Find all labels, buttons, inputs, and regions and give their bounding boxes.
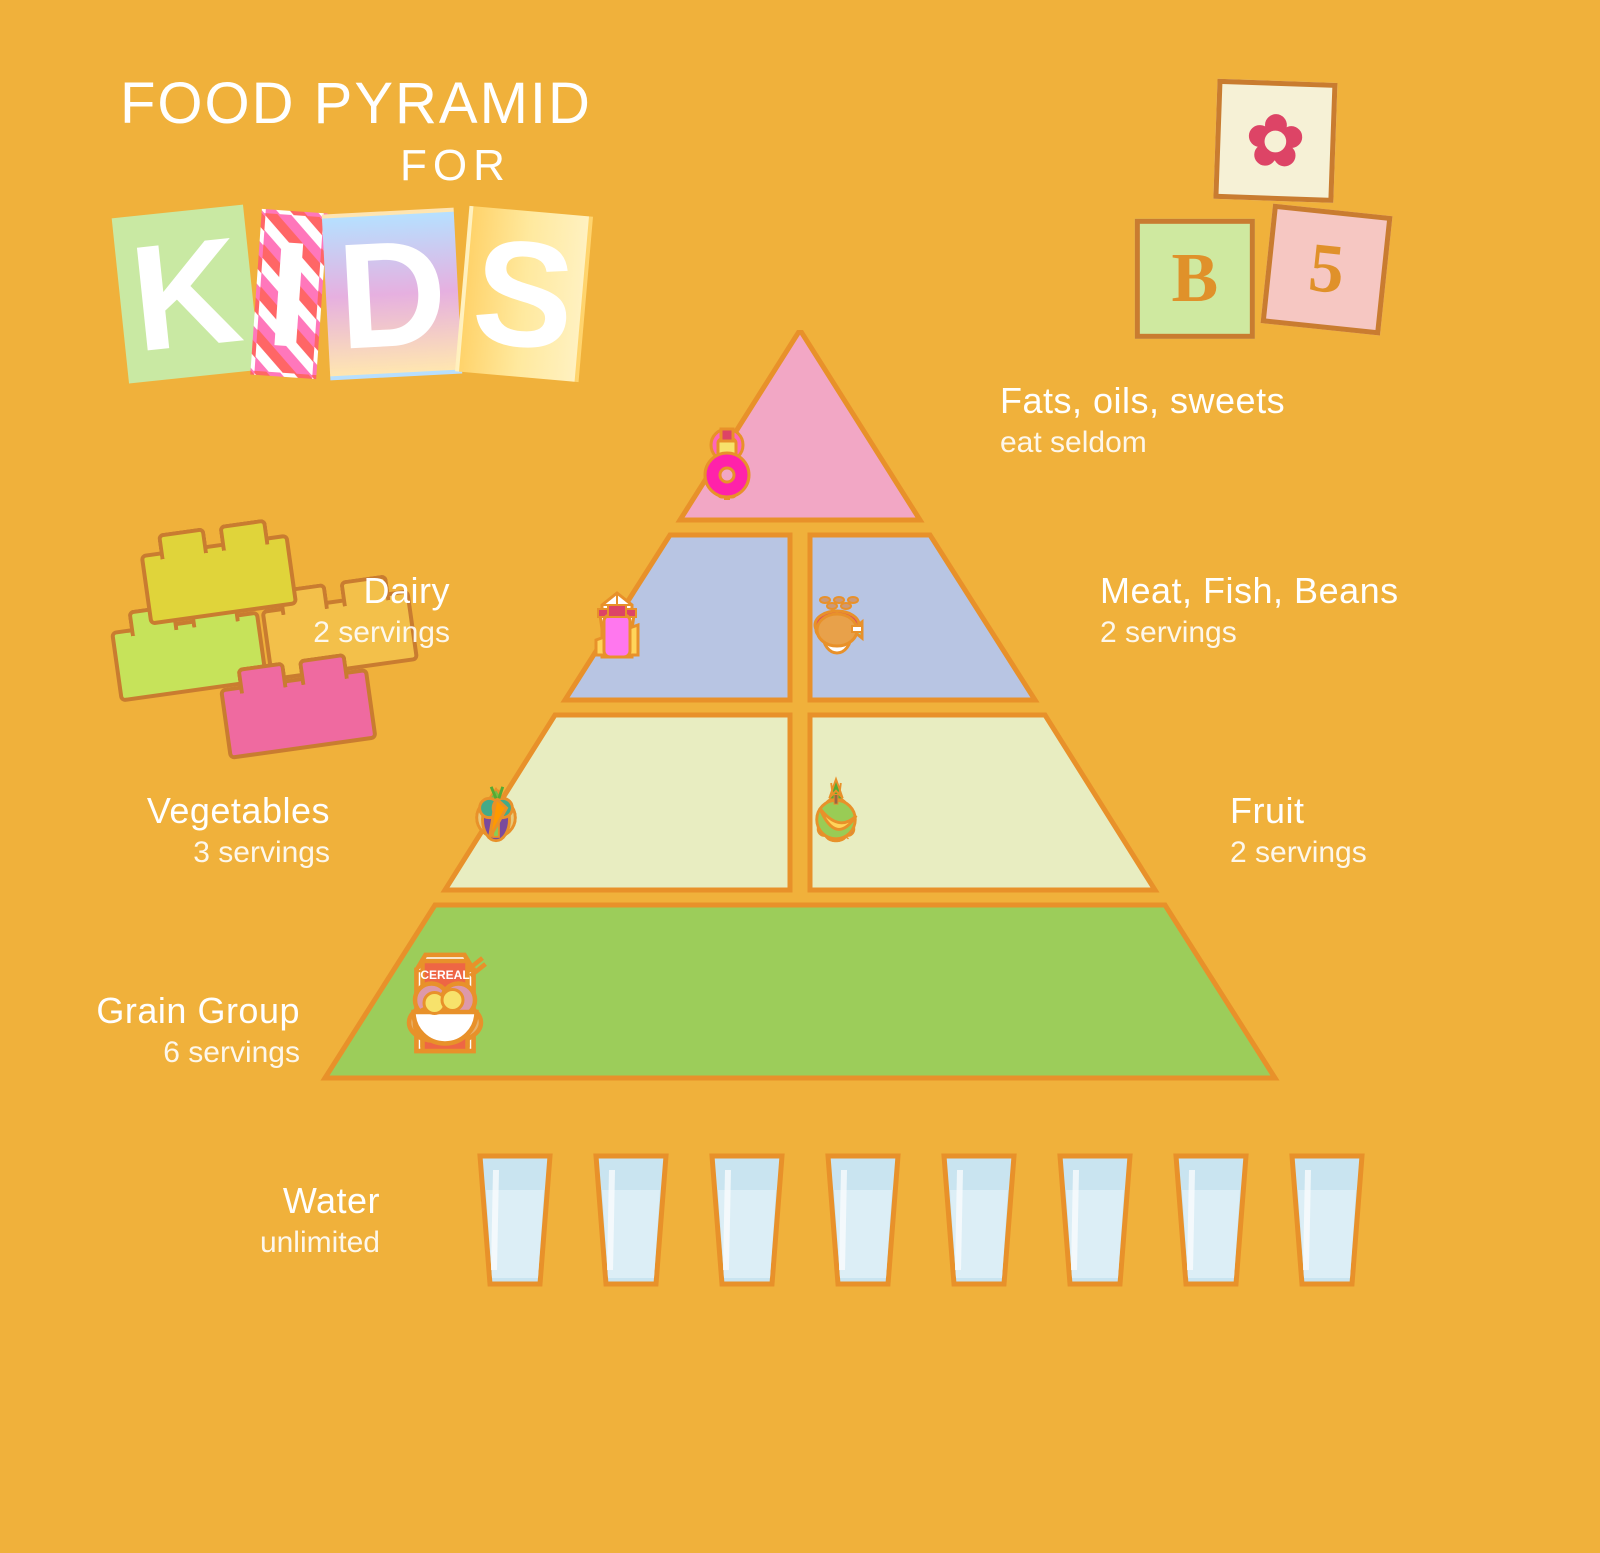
label-fats: Fats, oils, sweets eat seldom [1000,380,1300,460]
label-meat-name: Meat, Fish, Beans [1100,570,1400,612]
icons-meat [810,580,1030,695]
water-glass-icon [1282,1150,1372,1290]
label-grain-servings: 6 servings [0,1036,300,1070]
icons-fruit [810,760,1140,885]
toy-blocks: ✿ B5 [1122,69,1459,343]
label-grain-name: Grain Group [0,990,300,1032]
label-water-servings: unlimited [80,1226,380,1260]
water-glass-icon [702,1150,792,1290]
label-water: Water unlimited [80,1180,380,1260]
label-fruit-name: Fruit [1230,790,1530,832]
water-glass-icon [1050,1150,1140,1290]
toy-block-icon: 5 [1261,204,1393,336]
title-for: FOR [400,141,592,191]
beans-icon [810,580,864,660]
label-dairy: Dairy 2 servings [150,570,450,650]
label-fruit-servings: 2 servings [1230,836,1530,870]
icons-veg [470,760,790,885]
label-fats-servings: eat seldom [1000,426,1300,460]
label-water-name: Water [80,1180,380,1222]
label-dairy-servings: 2 servings [150,616,450,650]
infographic-canvas: FOOD PYRAMID FOR K I D S ✿B5 [0,0,1600,1553]
label-dairy-name: Dairy [150,570,450,612]
label-veg: Vegetables 3 servings [30,790,330,870]
label-meat: Meat, Fish, Beans 2 servings [1100,570,1400,650]
carrot-icon [470,760,522,856]
water-glass-icon [586,1150,676,1290]
cream-icon [590,585,644,665]
label-meat-servings: 2 servings [1100,616,1400,650]
label-veg-servings: 3 servings [30,836,330,870]
water-row [470,1150,1372,1290]
label-fruit: Fruit 2 servings [1230,790,1530,870]
label-fats-name: Fats, oils, sweets [1000,380,1300,422]
label-grain: Grain Group 6 servings [0,990,300,1070]
water-glass-icon [934,1150,1024,1290]
toy-block-icon: B [1135,219,1255,339]
icons-grain: FLOURRICECEREAL [400,940,1200,1070]
water-glass-icon [1166,1150,1256,1290]
title-line1: FOOD PYRAMID [120,70,592,137]
banana-icon [810,760,862,856]
kids-letter-k: K [112,205,261,384]
label-veg-name: Vegetables [30,790,330,832]
water-glass-icon [818,1150,908,1290]
donut-icon [700,425,754,505]
noodle-bowl-icon [400,940,490,1060]
water-glass-icon [470,1150,560,1290]
toy-block-icon: ✿ [1213,79,1337,203]
icons-dairy [590,585,790,695]
icons-fats [700,425,900,515]
